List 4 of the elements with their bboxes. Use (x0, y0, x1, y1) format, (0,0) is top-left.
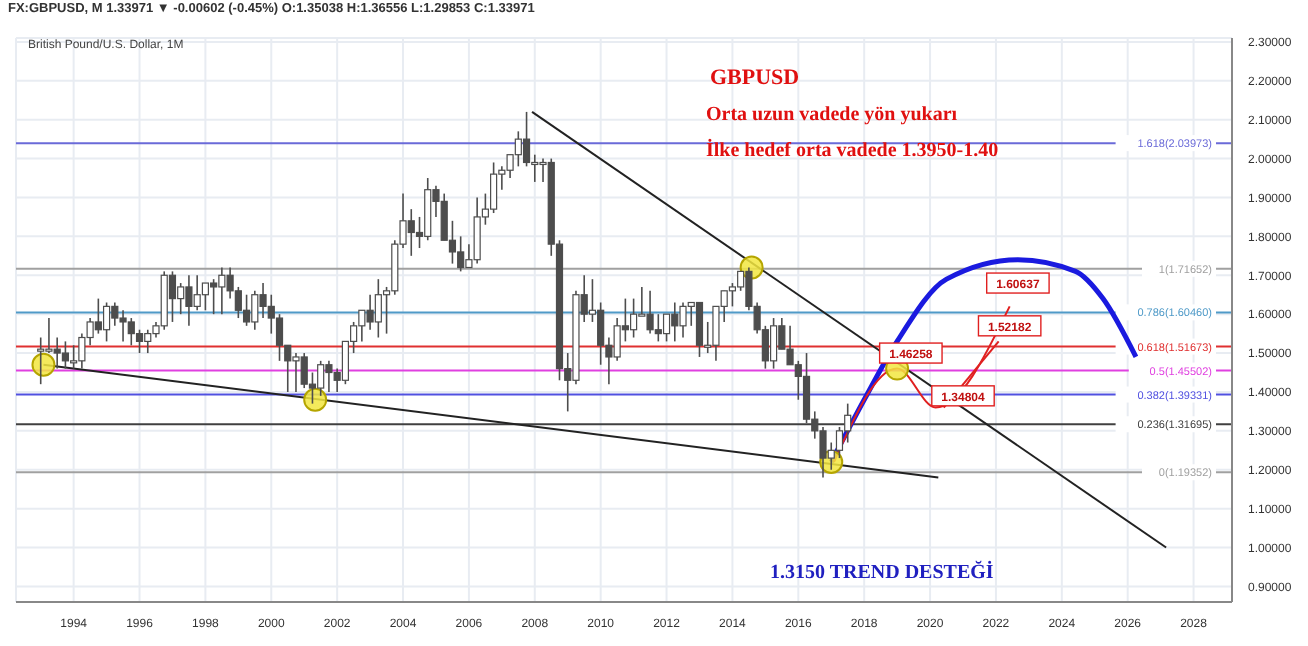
text: GBPUSD (710, 66, 800, 90)
annotation: 1.3150 TREND DESTEĞİ (770, 562, 994, 584)
annotation: İlke hedef orta vadede 1.3950-1.40 (706, 140, 999, 162)
annotation: Orta uzun vadede yön yukarı (706, 104, 958, 126)
